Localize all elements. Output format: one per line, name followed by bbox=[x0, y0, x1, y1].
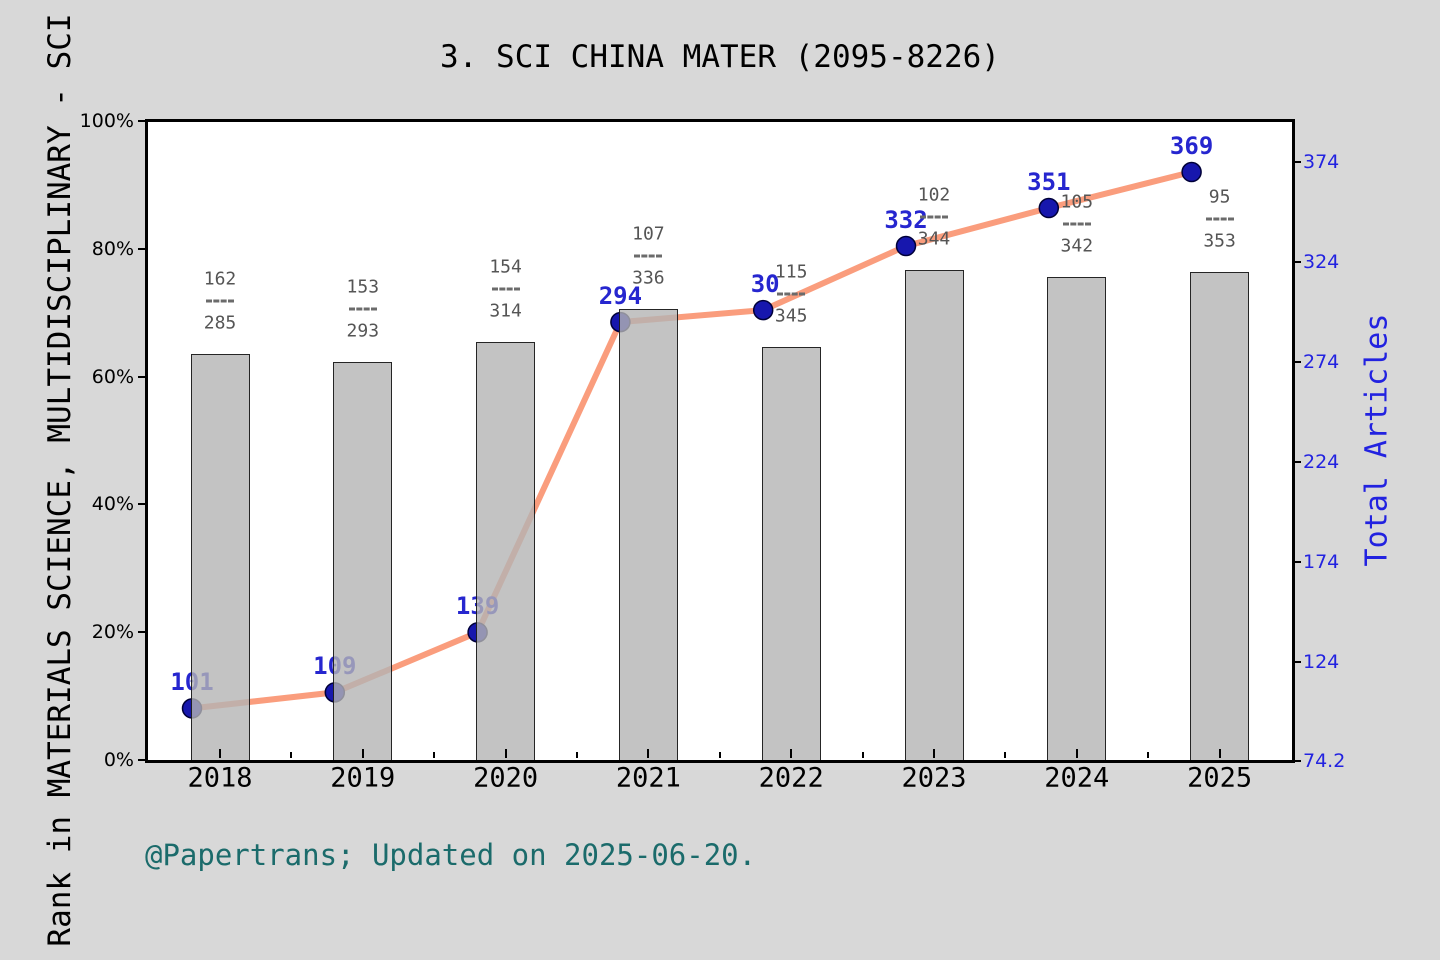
point-label-2021: 294 bbox=[598, 282, 643, 311]
point-label-2023: 332 bbox=[884, 206, 928, 235]
fraction-numerator-2019: 153 bbox=[346, 276, 380, 298]
bar-2023 bbox=[904, 269, 964, 760]
left-tick-label: 40% bbox=[91, 493, 134, 516]
x-major-tick bbox=[361, 749, 364, 758]
x-major-tick bbox=[504, 749, 507, 758]
x-minor-tick bbox=[290, 752, 293, 758]
fraction-denominator-2019: 293 bbox=[346, 320, 380, 342]
left-tick bbox=[138, 120, 147, 122]
fraction-numerator-2022: 115 bbox=[774, 261, 808, 283]
x-minor-tick bbox=[861, 752, 864, 758]
left-tick bbox=[138, 247, 147, 250]
right-tick-label: 324 bbox=[1303, 251, 1340, 274]
right-axis-title: Total Articles bbox=[1359, 313, 1395, 567]
right-tick bbox=[1292, 261, 1301, 264]
left-tick bbox=[138, 375, 147, 378]
right-tick bbox=[1292, 161, 1301, 163]
x-minor-tick bbox=[576, 752, 578, 758]
x-major-tick bbox=[1075, 749, 1078, 758]
right-tick bbox=[1292, 561, 1301, 564]
x-tick-label-2020: 2020 bbox=[473, 762, 539, 794]
x-tick-label-2024: 2024 bbox=[1044, 762, 1110, 794]
fraction-numerator-2018: 162 bbox=[203, 268, 237, 290]
x-minor-tick bbox=[1004, 752, 1007, 758]
right-tick bbox=[1292, 760, 1301, 762]
fraction-denominator-2024: 342 bbox=[1060, 235, 1094, 257]
fraction-numerator-2021: 107 bbox=[632, 223, 665, 245]
data-point-2023 bbox=[895, 235, 917, 257]
footer-credit: @Papertrans; Updated on 2025-06-20. bbox=[145, 838, 757, 872]
right-tick-label: 374 bbox=[1303, 151, 1340, 173]
fraction-denominator-2022: 345 bbox=[774, 305, 808, 327]
bar-2021 bbox=[618, 308, 678, 760]
point-label-2024: 351 bbox=[1027, 168, 1071, 197]
x-minor-tick bbox=[718, 752, 721, 758]
right-tick bbox=[1292, 361, 1301, 364]
fraction-bar-2018 bbox=[206, 299, 234, 303]
x-minor-tick bbox=[433, 752, 436, 758]
fraction-bar-2021 bbox=[634, 254, 663, 258]
fraction-numerator-2025: 95 bbox=[1208, 186, 1231, 208]
x-major-tick bbox=[1218, 749, 1221, 758]
bar-2020 bbox=[476, 342, 536, 760]
fraction-denominator-2025: 353 bbox=[1203, 230, 1236, 252]
fraction-bar-2020 bbox=[491, 287, 520, 291]
left-tick-label: 80% bbox=[91, 237, 134, 260]
left-tick bbox=[138, 631, 147, 634]
fraction-bar-2023 bbox=[920, 215, 948, 219]
chart-title: 3. SCI CHINA MATER (2095-8226) bbox=[440, 39, 1000, 75]
x-tick-label-2021: 2021 bbox=[615, 762, 681, 794]
right-tick bbox=[1292, 661, 1301, 664]
x-tick-label-2023: 2023 bbox=[901, 762, 967, 794]
fraction-denominator-2023: 344 bbox=[917, 228, 951, 250]
data-point-2022 bbox=[752, 299, 774, 321]
point-label-2025: 369 bbox=[1169, 132, 1214, 160]
left-tick-label: 0% bbox=[103, 749, 134, 771]
x-major-tick bbox=[647, 749, 650, 758]
right-tick-label: 74.2 bbox=[1303, 750, 1346, 772]
left-tick bbox=[138, 503, 147, 506]
bar-2018 bbox=[190, 354, 250, 760]
x-tick-label-2018: 2018 bbox=[187, 762, 253, 794]
x-major-tick bbox=[219, 749, 221, 758]
fraction-bar-2025 bbox=[1205, 217, 1234, 221]
right-tick-label: 224 bbox=[1303, 451, 1340, 474]
x-tick-label-2019: 2019 bbox=[330, 762, 396, 794]
fraction-denominator-2018: 285 bbox=[203, 312, 237, 334]
x-major-tick bbox=[790, 749, 793, 758]
fraction-denominator-2021: 336 bbox=[632, 267, 665, 289]
x-tick-label-2025: 2025 bbox=[1187, 762, 1253, 794]
x-major-tick bbox=[933, 749, 935, 758]
fraction-bar-2024 bbox=[1062, 222, 1091, 226]
left-tick bbox=[138, 759, 147, 761]
fraction-bar-2022 bbox=[777, 292, 806, 296]
x-minor-tick bbox=[1147, 752, 1150, 758]
left-tick-label: 100% bbox=[79, 110, 134, 132]
point-label-2022: 30 bbox=[750, 270, 780, 299]
left-tick-label: 60% bbox=[91, 365, 134, 388]
data-point-2024 bbox=[1038, 197, 1060, 219]
fraction-bar-2019 bbox=[348, 307, 377, 311]
bar-2022 bbox=[761, 347, 821, 760]
right-tick-label: 174 bbox=[1303, 551, 1340, 574]
left-tick-label: 20% bbox=[91, 621, 134, 644]
fraction-numerator-2023: 102 bbox=[917, 184, 951, 206]
fraction-numerator-2020: 154 bbox=[489, 256, 522, 278]
fraction-denominator-2020: 314 bbox=[489, 300, 522, 322]
data-point-2025 bbox=[1181, 161, 1202, 183]
bar-2024 bbox=[1047, 276, 1107, 760]
right-tick bbox=[1292, 461, 1301, 464]
left-axis-title: Rank in MATERIALS SCIENCE, MULTIDISCIPLI… bbox=[42, 13, 78, 947]
bar-2019 bbox=[333, 361, 393, 760]
fraction-numerator-2024: 105 bbox=[1060, 191, 1094, 213]
right-tick-label: 274 bbox=[1303, 351, 1340, 374]
x-tick-label-2022: 2022 bbox=[758, 762, 824, 794]
right-tick-label: 124 bbox=[1303, 651, 1340, 674]
bar-2025 bbox=[1190, 271, 1250, 760]
